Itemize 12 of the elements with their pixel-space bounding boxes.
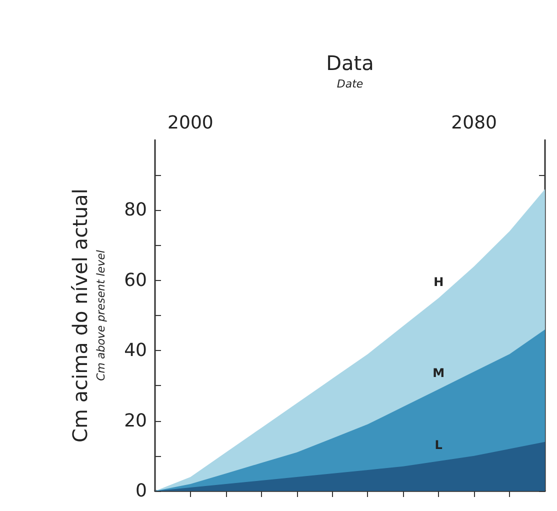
x-tick-label: 2000 <box>168 112 214 134</box>
x-tick-label: 2080 <box>451 112 497 134</box>
y-tick-label: 80 <box>124 200 147 221</box>
y-tick-label: 0 <box>136 480 147 502</box>
y-axis-title: Cm acima do nível actual Cm above present level <box>68 188 108 442</box>
y-tick-label: 20 <box>124 410 147 432</box>
x-axis-title: Data Date <box>326 51 374 90</box>
series-label: L <box>434 438 443 452</box>
series-label: H <box>434 274 444 289</box>
y-tick-label: 40 <box>124 340 147 362</box>
y-tick-label: 60 <box>124 270 147 291</box>
series-label: M <box>432 366 445 380</box>
